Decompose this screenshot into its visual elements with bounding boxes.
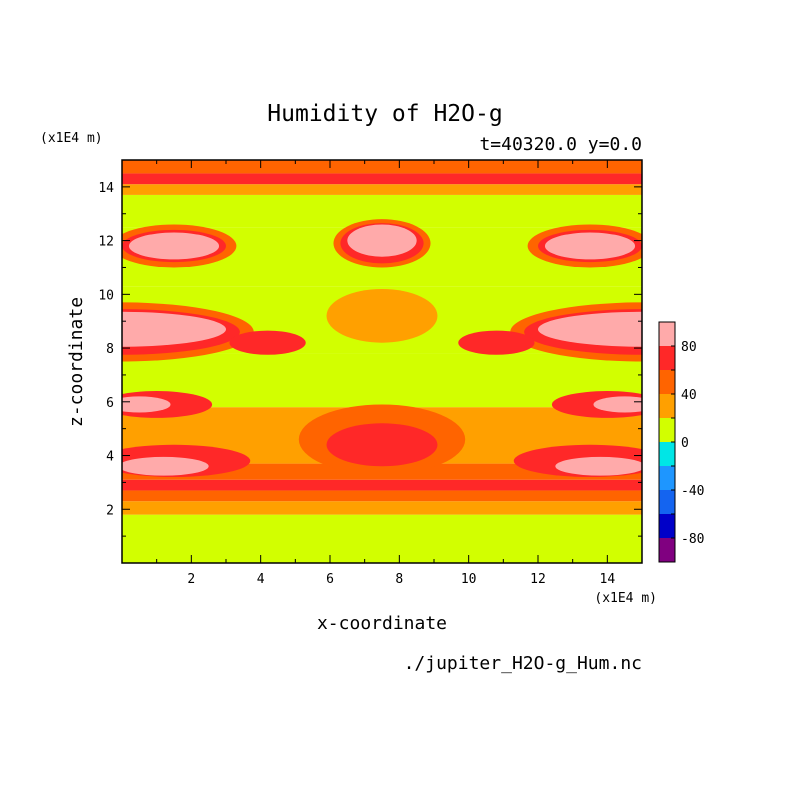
- chart-title: Humidity of H2O-g: [267, 101, 502, 127]
- colorbar-label-0: 0: [681, 436, 689, 451]
- blob-26: [229, 330, 306, 355]
- blob-2: [122, 311, 226, 347]
- y-tick-label-10: 10: [98, 288, 114, 303]
- x-unit-label: (x1E4 m): [594, 591, 657, 606]
- y-tick-label-2: 2: [106, 503, 114, 518]
- y-tick-label-6: 6: [106, 396, 114, 411]
- colorbar-label-40: 40: [681, 388, 697, 403]
- colorbar-segment-7: [659, 370, 675, 394]
- band-1: [122, 501, 642, 515]
- band-3: [122, 479, 642, 491]
- y-unit-label: (x1E4 m): [40, 131, 103, 146]
- blob-27: [458, 330, 535, 355]
- colorbar-segment-1: [659, 514, 675, 538]
- humidity-field: [122, 160, 642, 563]
- colorbar-segment-0: [659, 538, 675, 562]
- source-file-label: ./jupiter_H2O-g_Hum.nc: [404, 653, 642, 674]
- x-tick-label-10: 10: [461, 572, 477, 587]
- y-axis: 2 4 6 8 10 12 14: [98, 181, 642, 537]
- blob-15: [326, 288, 438, 343]
- plot-frame: [121, 159, 643, 564]
- x-tick-label-2: 2: [187, 572, 195, 587]
- blob-25: [555, 456, 642, 476]
- band-10: [122, 184, 642, 195]
- blob-8: [128, 232, 220, 260]
- colorbar-segment-2: [659, 490, 675, 514]
- band-11: [122, 173, 642, 185]
- blob-11: [544, 232, 636, 260]
- band-12: [122, 160, 642, 174]
- x-tick-label-6: 6: [326, 572, 334, 587]
- colorbar-segment-4: [659, 442, 675, 466]
- blob-5: [538, 311, 642, 347]
- x-tick-label-14: 14: [600, 572, 616, 587]
- x-axis: 2 4 6 8 10 12 14: [156, 160, 616, 587]
- x-axis-label: x-coordinate: [317, 613, 447, 634]
- x-tick-label-12: 12: [530, 572, 546, 587]
- blob-21: [593, 396, 642, 413]
- colorbar-segment-5: [659, 418, 675, 442]
- y-tick-label-4: 4: [106, 450, 114, 465]
- band-2: [122, 490, 642, 502]
- colorbar-label--40: -40: [681, 484, 704, 499]
- y-tick-label-14: 14: [98, 181, 114, 196]
- band-6: [122, 353, 642, 408]
- chart-subtitle: t=40320.0 y=0.0: [479, 134, 642, 155]
- blob-17: [326, 423, 438, 467]
- x-tick-label-4: 4: [257, 572, 265, 587]
- x-tick-label-8: 8: [395, 572, 403, 587]
- blob-19: [122, 396, 171, 413]
- colorbar-label-80: 80: [681, 340, 697, 355]
- y-tick-label-8: 8: [106, 342, 114, 357]
- colorbar-segment-9: [659, 322, 675, 346]
- y-axis-label: z-coordinate: [66, 297, 87, 427]
- colorbar-label--80: -80: [681, 532, 704, 547]
- blob-14: [347, 224, 417, 257]
- band-0: [122, 514, 642, 563]
- colorbar: 80 40 0 -40 -80: [658, 321, 704, 563]
- colorbar-segment-6: [659, 394, 675, 418]
- y-tick-label-12: 12: [98, 235, 114, 250]
- blob-23: [122, 456, 209, 476]
- colorbar-segment-3: [659, 466, 675, 490]
- colorbar-segment-8: [659, 346, 675, 370]
